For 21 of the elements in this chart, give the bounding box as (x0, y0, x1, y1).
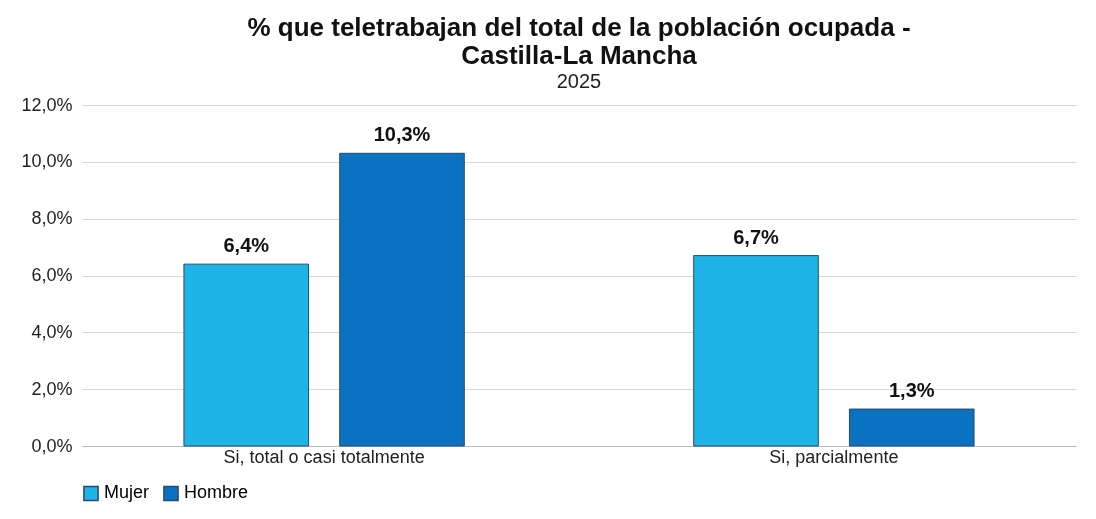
data-label: 1,3% (888, 379, 935, 402)
bar (693, 255, 819, 447)
bar (339, 152, 465, 447)
x-tick-label: Si, parcialmente (769, 446, 899, 467)
data-label: 6,7% (733, 225, 779, 248)
legend-label: Hombre (184, 482, 249, 503)
y-tick-label: 6,0% (31, 265, 73, 285)
bar (183, 263, 310, 447)
y-tick-label: 4,0% (31, 321, 73, 342)
y-tick-label: 2,0% (31, 378, 73, 399)
bar (848, 408, 975, 447)
chart-title: % que teletrabajan del total de la población ocupada - Castilla-La Mancha (247, 12, 911, 70)
y-tick-label: 8,0% (31, 208, 73, 229)
chart-subtitle: 2025 (556, 70, 602, 92)
x-tick-label: Si, total o casi totalmente (223, 446, 425, 467)
y-tick-label: 12,0% (21, 94, 73, 115)
data-label: 6,4% (223, 234, 270, 257)
data-label: 10,3% (373, 123, 431, 146)
legend-label: Mujer (104, 482, 150, 503)
y-tick-label: 0,0% (31, 435, 73, 456)
y-tick-label: 10,0% (21, 151, 73, 172)
